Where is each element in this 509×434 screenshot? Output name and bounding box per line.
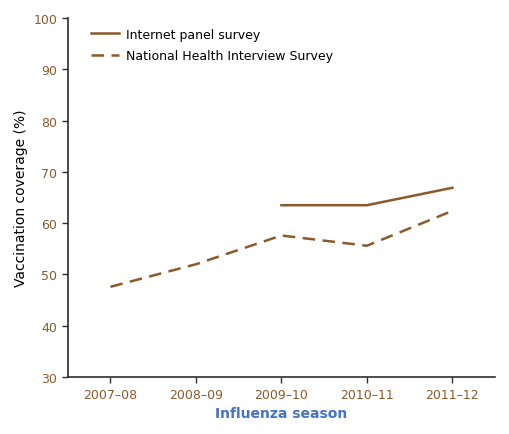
National Health Interview Survey [449,209,456,214]
National Health Interview Survey [278,233,285,239]
Y-axis label: Vaccination coverage (%): Vaccination coverage (%) [14,109,28,286]
Line: Internet panel survey: Internet panel survey [281,188,453,206]
Internet panel survey [449,186,456,191]
National Health Interview Survey [364,243,370,249]
Line: National Health Interview Survey: National Health Interview Survey [110,211,453,287]
Legend: Internet panel survey, National Health Interview Survey: Internet panel survey, National Health I… [91,29,333,63]
National Health Interview Survey [107,285,114,290]
National Health Interview Survey [193,262,199,267]
Internet panel survey [278,203,285,208]
Internet panel survey [364,203,370,208]
X-axis label: Influenza season: Influenza season [215,406,348,420]
